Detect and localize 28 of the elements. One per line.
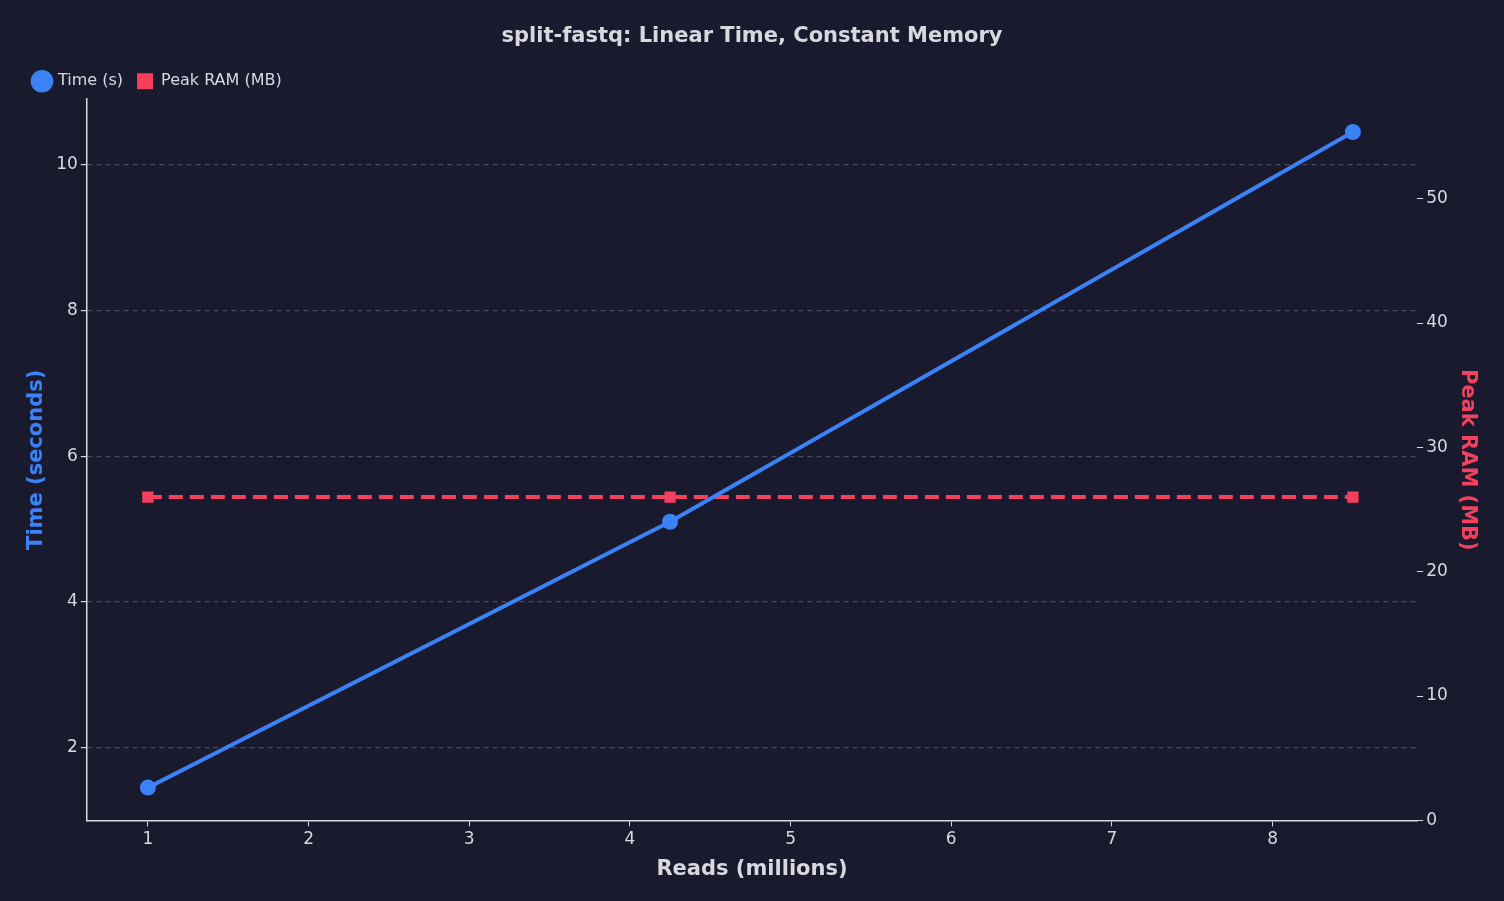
x-axis-title: Reads (millions) [656, 855, 848, 880]
y2-tick-label: 20 [1426, 560, 1448, 581]
y2-tick-label: 50 [1426, 187, 1448, 208]
chart-title: split-fastq: Linear Time, Constant Memory [501, 23, 1003, 48]
x-tick-label: 3 [463, 828, 475, 849]
y2-axis-title: Peak RAM (MB) [1456, 368, 1481, 551]
x-tick-label: 2 [303, 828, 314, 849]
legend-label: Peak RAM (MB) [161, 70, 282, 90]
y2-tick-label: 40 [1426, 311, 1448, 332]
x-tick-label: 5 [785, 828, 796, 849]
y-tick-label: 8 [67, 298, 78, 319]
y2-tick-label: 0 [1426, 808, 1437, 829]
y-tick-label: 4 [67, 590, 78, 611]
point [662, 513, 679, 530]
y-tick-label: 10 [56, 153, 78, 174]
x-tick-label: 6 [945, 828, 957, 849]
x-tick-label: 7 [1106, 828, 1118, 849]
y2-tick-label: 10 [1426, 684, 1448, 705]
y2-tick-label: 30 [1426, 435, 1448, 456]
point [139, 779, 156, 796]
legend-label: Time (s) [57, 70, 124, 90]
x-tick-label: 1 [142, 828, 154, 849]
x-tick-label: 8 [1267, 828, 1278, 849]
point [1344, 123, 1361, 140]
y-axis-title: Time (seconds) [23, 369, 48, 550]
y-tick-label: 6 [67, 444, 78, 465]
x-tick-label: 4 [624, 828, 636, 849]
y-tick-label: 2 [67, 735, 78, 756]
